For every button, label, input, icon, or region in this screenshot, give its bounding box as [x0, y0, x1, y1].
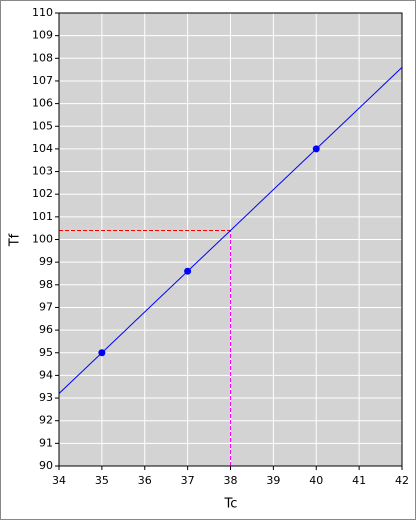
- y-axis-label: Tf: [8, 233, 23, 247]
- y-tick-label: 95: [39, 346, 53, 359]
- y-tick-label: 110: [32, 6, 53, 19]
- y-tick-label: 101: [32, 210, 53, 223]
- y-tick-label: 109: [32, 29, 53, 42]
- data-point: [312, 145, 320, 153]
- data-point: [184, 267, 192, 275]
- y-tick-label: 102: [32, 187, 53, 200]
- y-tick-label: 103: [32, 165, 53, 178]
- data-line: [58, 66, 403, 394]
- x-tick-label: 41: [352, 474, 366, 487]
- x-tick-label: 38: [224, 474, 238, 487]
- y-tick-label: 104: [32, 142, 53, 155]
- x-tick-label: 42: [395, 474, 409, 487]
- y-tick-label: 94: [39, 368, 53, 381]
- x-tick-label: 35: [95, 474, 109, 487]
- y-tick-label: 90: [39, 459, 53, 472]
- y-tick-label: 108: [32, 51, 53, 64]
- y-tick-label: 100: [32, 233, 53, 246]
- y-tick-label: 97: [39, 300, 53, 313]
- y-tick-label: 99: [39, 255, 53, 268]
- x-tick-label: 34: [52, 474, 66, 487]
- plot-border: [58, 12, 403, 467]
- x-tick-label: 36: [138, 474, 152, 487]
- y-tick-label: 91: [39, 436, 53, 449]
- y-tick-label: 93: [39, 391, 53, 404]
- y-tick-label: 98: [39, 278, 53, 291]
- y-tick-label: 107: [32, 74, 53, 87]
- y-tick-label: 105: [32, 119, 53, 132]
- y-tick-label: 92: [39, 414, 53, 427]
- x-tick-label: 39: [266, 474, 280, 487]
- data-point: [98, 349, 106, 357]
- y-tick-label: 96: [39, 323, 53, 336]
- x-axis-label: Tc: [224, 497, 238, 512]
- y-tick-label: 106: [32, 97, 53, 110]
- x-tick-label: 40: [309, 474, 323, 487]
- x-tick-label: 37: [181, 474, 195, 487]
